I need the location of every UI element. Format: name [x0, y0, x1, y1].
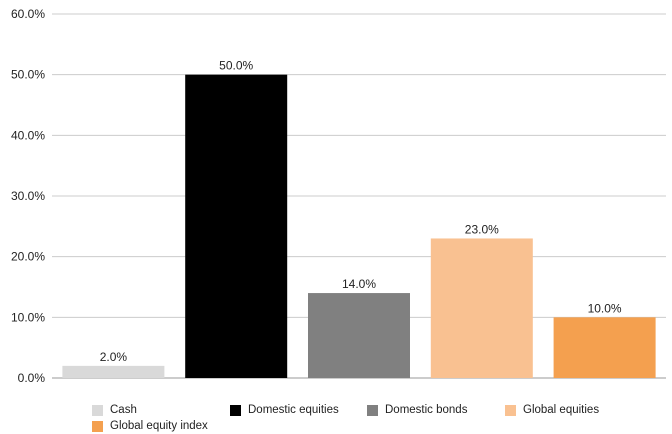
- y-axis-tick-labels: 0.0% 10.0% 20.0% 30.0% 40.0% 50.0% 60.0%: [11, 7, 45, 385]
- data-label: 2.0%: [100, 350, 128, 364]
- legend-label: Global equities: [523, 404, 600, 416]
- legend-item: Global equities: [505, 402, 599, 418]
- data-labels: 2.0% 50.0% 14.0% 23.0% 10.0%: [100, 59, 622, 364]
- legend-swatch: [367, 404, 378, 416]
- legend-label: Global equity index: [110, 420, 208, 432]
- bar-global-equity-index: [553, 317, 656, 378]
- legend-item: Cash: [92, 402, 137, 418]
- bars: [62, 74, 656, 379]
- legend-item: Domestic bonds: [367, 402, 467, 418]
- bar-chart: 0.0% 10.0% 20.0% 30.0% 40.0% 50.0% 60.0% 2.0% 5…: [11, 7, 666, 385]
- y-tick-label: 30.0%: [11, 189, 45, 203]
- legend-item: Domestic equities: [230, 402, 339, 418]
- y-tick-label: 10.0%: [11, 310, 45, 324]
- y-tick-label: 20.0%: [11, 250, 45, 264]
- bar-domestic-bonds: [308, 293, 410, 378]
- gridlines: [52, 13, 666, 379]
- legend-swatch: [92, 420, 103, 432]
- y-tick-label: 0.0%: [18, 371, 46, 385]
- legend-label: Cash: [110, 404, 137, 416]
- legend-label: Domestic equities: [248, 404, 339, 416]
- legend-label: Domestic bonds: [385, 404, 468, 416]
- legend-swatch: [505, 404, 516, 416]
- legend-item: Global equity index: [92, 418, 208, 434]
- data-label: 10.0%: [588, 301, 622, 315]
- y-tick-label: 60.0%: [11, 7, 45, 21]
- data-label: 50.0%: [219, 59, 253, 73]
- legend-swatch: [92, 404, 103, 416]
- legend-swatch: [230, 404, 241, 416]
- bar-cash: [62, 365, 165, 378]
- data-label: 23.0%: [465, 222, 499, 236]
- data-label: 14.0%: [342, 277, 376, 291]
- y-tick-label: 50.0%: [11, 68, 45, 82]
- bar-global-equities: [430, 238, 533, 378]
- bar-domestic-equities: [185, 74, 288, 379]
- y-tick-label: 40.0%: [11, 128, 45, 142]
